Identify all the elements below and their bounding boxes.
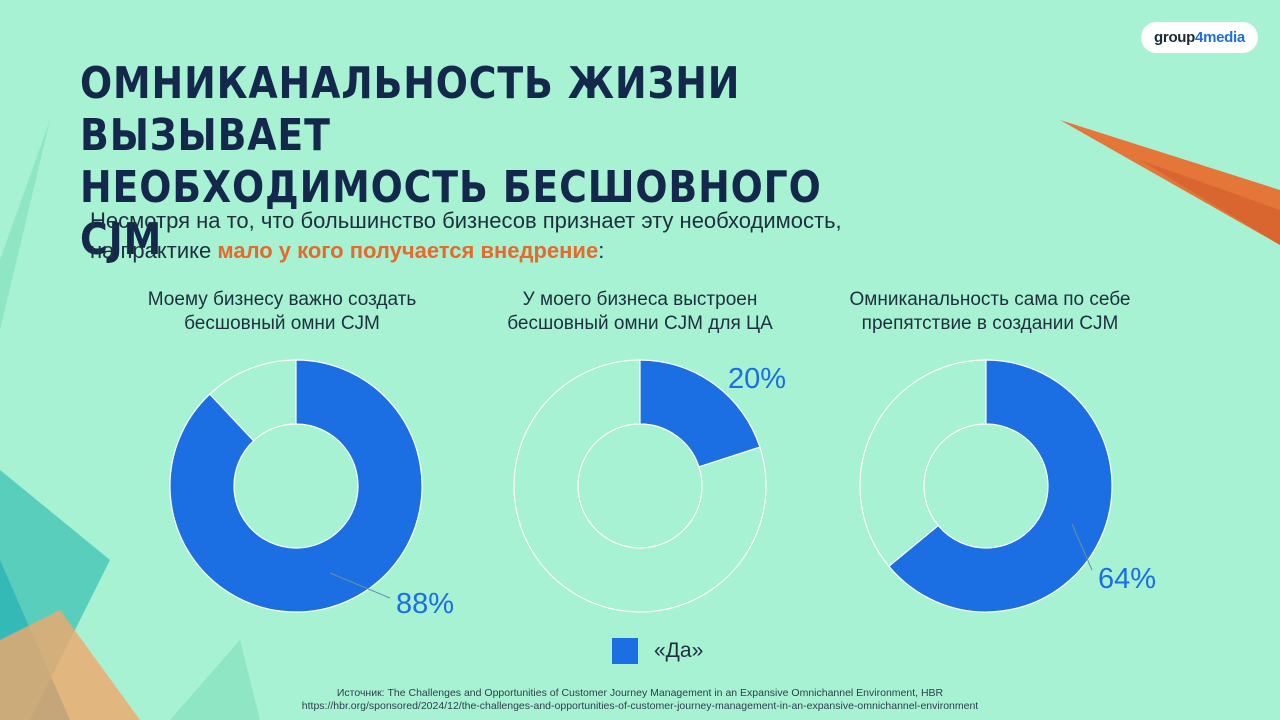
logo-text: group: [1154, 29, 1196, 46]
donut-2-value-label: 20%: [728, 363, 786, 395]
chart-3-title-line-1: Омниканальность сама по себе: [849, 289, 1131, 310]
chart-1-title-line-1: Моему бизнесу важно создать: [147, 289, 417, 310]
teal-shard-bottom: [170, 640, 260, 720]
title-line-2: необходимость бесшовного CJM: [80, 162, 822, 265]
donut-chart-2: 20%: [513, 359, 786, 613]
chart-2-title-line-1: У моего бизнеса выстроен: [522, 289, 758, 310]
orange-shard-shadow: [1140, 160, 1280, 245]
teal-shard-top-left: [0, 120, 50, 330]
source-citation: Источник: The Challenges and Opportuniti…: [336, 687, 944, 699]
subtitle-prefix: на практике: [90, 238, 218, 263]
subtitle-suffix: :: [598, 238, 605, 263]
chart-2-title-line-2: бесшовный омни CJM для ЦА: [507, 313, 773, 334]
donut-2-slice-yes: [639, 359, 761, 468]
chart-1-title: Моему бизнесу важно создать бесшовный ом…: [112, 288, 452, 336]
legend: «Да»: [612, 638, 703, 664]
donut-3-slice-rest: [859, 359, 987, 568]
chart-3-title-line-2: препятствие в создании CJM: [861, 313, 1119, 334]
donut-1-leader-line: [329, 572, 391, 599]
donut-3-value-label: 64%: [1098, 563, 1156, 595]
page-title: Омниканальность жизни вызывает необходим…: [80, 58, 854, 266]
donut-3-slice-yes: [888, 359, 1113, 613]
orange-shard: [1060, 120, 1280, 245]
legend-swatch-yes: [612, 638, 638, 664]
donut-1-value-label: 88%: [396, 588, 454, 620]
subtitle-line-1: Несмотря на то, что большинство бизнесов…: [90, 208, 842, 233]
orange-shard-left: [0, 610, 140, 720]
source-url: https://hbr.org/sponsored/2024/12/the-ch…: [301, 700, 979, 712]
donut-2-slice-rest: [513, 359, 767, 613]
subtitle: Несмотря на то, что большинство бизнесов…: [90, 206, 1090, 266]
source-note: Источник: The Challenges and Opportuniti…: [0, 687, 1280, 713]
chart-3-title: Омниканальность сама по себе препятствие…: [820, 288, 1160, 336]
donut-chart-1: 88%: [169, 359, 454, 620]
donut-chart-3: 64%: [859, 359, 1156, 613]
group4media-logo: group 4media: [1141, 22, 1258, 53]
chart-2-title: У моего бизнеса выстроен бесшовный омни …: [470, 288, 810, 336]
chart-1-title-line-2: бесшовный омни CJM: [184, 313, 380, 334]
subtitle-line-2: на практике мало у кого получается внедр…: [90, 236, 1090, 266]
donut-3-leader-line: [1071, 523, 1093, 571]
title-line-1: Омниканальность жизни вызывает: [80, 58, 741, 161]
subtitle-highlight: мало у кого получается внедрение: [217, 238, 599, 263]
logo-accent-text: 4media: [1195, 29, 1245, 46]
donut-1-slice-yes: [169, 359, 423, 613]
legend-label-yes: «Да»: [654, 639, 704, 662]
